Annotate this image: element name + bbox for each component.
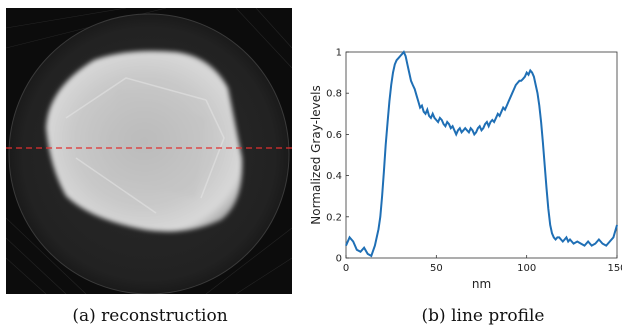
chart-axes xyxy=(345,51,618,259)
x-tick-label: 0 xyxy=(343,263,349,274)
x-axis-label: nm xyxy=(472,277,491,291)
line-profile-chart: 0 50 100 150 0 0.2 0.4 0.6 0.8 1 nm Normalized Gr… xyxy=(300,0,622,300)
x-tick-label: 150 xyxy=(607,263,622,274)
caption-line-profile: (b) line profile xyxy=(421,306,545,326)
y-axis-label: Normalized Gray-levels xyxy=(309,85,323,224)
x-tick-label: 100 xyxy=(517,263,536,274)
plot-frame xyxy=(345,51,618,259)
y-tick-label: 0.8 xyxy=(326,89,342,100)
chart-svg: 0 50 100 150 0 0.2 0.4 0.6 0.8 1 nm Normalized Gr… xyxy=(309,48,622,292)
streak-artifacts xyxy=(5,7,293,295)
reconstruction-image xyxy=(5,7,293,295)
chart-ticks: 0 50 100 150 0 0.2 0.4 0.6 0.8 1 xyxy=(326,48,622,275)
y-tick-label: 0 xyxy=(336,254,342,265)
x-tick-label: 50 xyxy=(430,263,443,274)
particle-facet-edges xyxy=(65,77,225,214)
y-tick-label: 1 xyxy=(336,48,342,59)
profile-series-line xyxy=(345,50,618,258)
y-tick-label: 0.2 xyxy=(326,212,342,223)
y-tick-label: 0.6 xyxy=(326,130,342,141)
caption-reconstruction: (a) reconstruction xyxy=(72,306,228,326)
reconstruction-figure xyxy=(5,7,293,295)
y-tick-label: 0.4 xyxy=(326,171,342,182)
